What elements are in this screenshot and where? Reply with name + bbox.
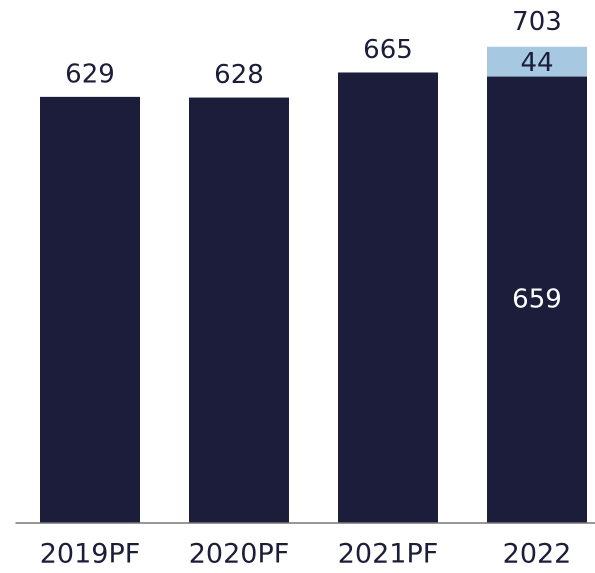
total-label: 703 [512,7,562,37]
x-tick-label: 2019PF [40,539,141,570]
value-label: 659 [512,284,562,314]
bar-segment [338,72,438,523]
x-tick-label: 2020PF [189,539,290,570]
value-label: 628 [214,60,264,90]
bar-segment [40,96,140,523]
value-label: 665 [363,35,413,65]
bar-segment [487,76,587,524]
x-tick-label: 2021PF [338,539,439,570]
value-label: 629 [65,59,115,89]
value-label: 44 [520,48,553,78]
bar-segment [487,46,587,77]
x-tick-label: 2022 [503,539,572,570]
bar-segment [189,97,289,523]
